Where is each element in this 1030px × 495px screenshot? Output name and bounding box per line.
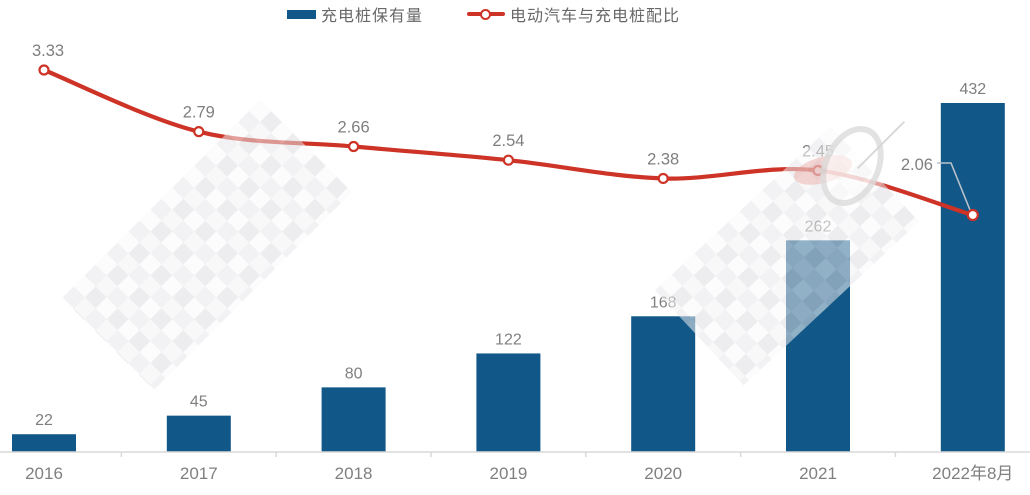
legend: 充电桩保有量 电动汽车与充电桩配比	[287, 2, 680, 26]
legend-label-bar-series: 充电桩保有量	[321, 8, 424, 25]
line-marker-2020	[657, 172, 669, 185]
x-axis-label-2018: 2018	[335, 464, 373, 483]
line-value-label-2018: 2.66	[338, 118, 370, 136]
legend-item-bar-series: 充电桩保有量	[287, 2, 423, 26]
line-marker-2022年8月	[966, 208, 979, 222]
x-axis-label-2019: 2019	[489, 464, 527, 483]
x-axis-label-2016: 2016	[25, 464, 63, 483]
line-marker-2021	[812, 164, 824, 177]
line-marker-2016	[38, 64, 50, 76]
bar-2019	[476, 353, 541, 452]
line-series-marker-icon	[467, 8, 506, 20]
legend-item-line-series: 电动汽车与充电桩配比	[467, 2, 680, 26]
bar-value-label-2016: 22	[35, 412, 53, 429]
bar-value-label-2022年8月: 432	[959, 81, 986, 98]
bar-2018	[321, 387, 386, 452]
line-marker-2018	[348, 140, 360, 153]
bar-2022年8月	[940, 103, 1005, 452]
line-value-label-2020: 2.38	[647, 150, 679, 168]
line-marker-2017	[193, 126, 205, 138]
line-value-label-2021: 2.45	[802, 142, 834, 160]
callout-line	[937, 162, 972, 213]
bar-2016	[12, 434, 76, 452]
line-value-label-2017: 2.79	[183, 104, 215, 122]
bar-value-label-2020: 168	[650, 294, 677, 311]
x-axis-label-2021: 2021	[799, 464, 837, 483]
line-value-label-2016: 3.33	[32, 42, 64, 60]
line-value-label-2022年8月: 2.06	[901, 156, 933, 174]
bar-value-label-2018: 80	[345, 365, 363, 382]
bar-2017	[166, 415, 231, 452]
bar-2020	[631, 316, 696, 452]
x-axis-label-2022年8月: 2022年8月	[932, 464, 1013, 483]
bar-value-label-2019: 122	[495, 331, 522, 348]
bar-value-label-2017: 45	[190, 394, 208, 411]
bar-2021	[786, 240, 850, 452]
line-value-label-2019: 2.54	[492, 132, 524, 150]
bar-series-swatch-icon	[287, 9, 316, 19]
line-marker-2019	[502, 154, 514, 166]
x-axis-label-2017: 2017	[180, 464, 218, 483]
bar-value-label-2021: 262	[805, 218, 832, 235]
x-axis-label-2020: 2020	[644, 464, 682, 483]
legend-label-line-series: 电动汽车与充电桩配比	[510, 8, 681, 25]
